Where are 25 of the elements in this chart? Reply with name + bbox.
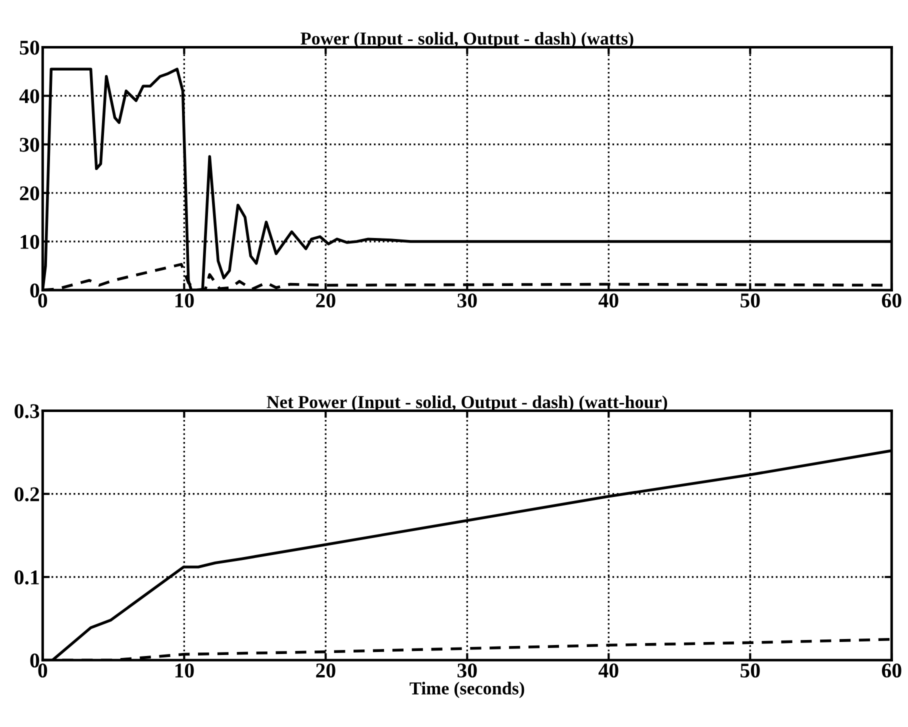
y-tick-label: 30 <box>20 138 40 152</box>
x-tick-label: 20 <box>316 663 336 678</box>
x-tick-label: 10 <box>175 293 194 308</box>
x-tick-label: 40 <box>598 663 618 678</box>
y-tick-label: 10 <box>20 234 40 249</box>
x-tick-label: 30 <box>458 293 477 308</box>
y-tick-label: 20 <box>20 186 40 200</box>
x-tick-label: 10 <box>175 663 194 678</box>
chart-title: Power (Input - solid, Output - dash) (watts) <box>300 32 634 48</box>
x-axis-title: Time (seconds) <box>410 682 524 698</box>
x-tick-label: 60 <box>882 293 902 308</box>
chart-title: Net Power (Input - solid, Output - dash) (watt-hour) <box>266 395 668 412</box>
x-tick-label: 30 <box>458 663 477 678</box>
x-tick-label: 50 <box>740 663 760 678</box>
x-tick-label: 20 <box>316 293 336 308</box>
y-tick-label: 40 <box>19 89 40 104</box>
y-tick-label: 0.2 <box>14 487 40 502</box>
y-tick-label: 50 <box>20 40 40 55</box>
x-tick-label: 50 <box>740 293 760 308</box>
x-tick-label: 40 <box>598 293 618 308</box>
y-tick-label: 0.1 <box>14 570 39 585</box>
y-tick-label: 0.3 <box>14 404 40 418</box>
x-tick-label: 60 <box>882 663 902 678</box>
y-tick-label: 0 <box>30 283 40 298</box>
y-tick-label: 0 <box>30 653 40 668</box>
